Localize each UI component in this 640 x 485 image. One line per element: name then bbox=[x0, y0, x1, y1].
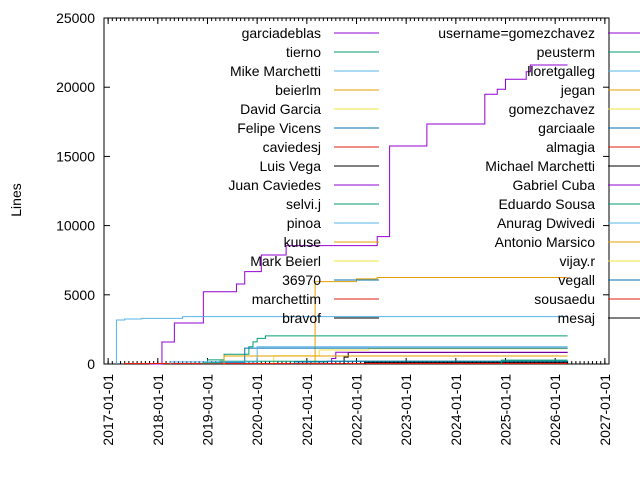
legend-label: selvi.j bbox=[286, 196, 321, 212]
legend-label: Gabriel Cuba bbox=[513, 177, 596, 193]
legend-label: mesaj bbox=[558, 310, 595, 326]
x-tick-label: 2020-01-01 bbox=[249, 374, 265, 446]
x-tick-label: 2022-01-01 bbox=[349, 374, 365, 446]
series-line-peusterm bbox=[500, 359, 568, 364]
legend-label: Eduardo Sousa bbox=[498, 196, 595, 212]
y-tick-label: 20000 bbox=[56, 79, 95, 95]
legend-label: Felipe Vicens bbox=[237, 120, 321, 136]
legend-label: almagia bbox=[546, 139, 595, 155]
legend-label: beierlm bbox=[275, 82, 321, 98]
legend-label: David Garcia bbox=[240, 101, 321, 117]
y-tick-label: 10000 bbox=[56, 218, 95, 234]
legend-label: Juan Caviedes bbox=[228, 177, 321, 193]
y-tick-label: 5000 bbox=[64, 287, 95, 303]
legend-label: vijay.r bbox=[559, 253, 595, 269]
x-tick-label: 2025-01-01 bbox=[498, 374, 514, 446]
series-line-bravof bbox=[364, 361, 568, 364]
legend-label: Antonio Marsico bbox=[495, 234, 596, 250]
legend-label: peusterm bbox=[537, 44, 595, 60]
x-tick-label: 2017-01-01 bbox=[100, 374, 116, 446]
x-tick-label: 2027-01-01 bbox=[597, 374, 613, 446]
legend-label: gomezchavez bbox=[509, 101, 595, 117]
legend-label: marchettim bbox=[252, 291, 321, 307]
x-tick-label: 2018-01-01 bbox=[150, 374, 166, 446]
series-line-mike-marchetti bbox=[115, 316, 568, 364]
x-tick-label: 2024-01-01 bbox=[448, 374, 464, 446]
legend-label: username=gomezchavez bbox=[438, 25, 595, 41]
series-line-36970 bbox=[293, 360, 568, 364]
legend-label: Anurag Dwivedi bbox=[497, 215, 595, 231]
x-tick-label: 2019-01-01 bbox=[199, 374, 215, 446]
legend-label: garciaale bbox=[538, 120, 595, 136]
series-line-beierlm bbox=[314, 277, 568, 364]
legend-label: Luis Vega bbox=[260, 158, 322, 174]
legend-label: sousaedu bbox=[534, 291, 595, 307]
series-line-pinoa bbox=[169, 346, 568, 364]
series-line-juan-caviedes bbox=[331, 351, 568, 364]
y-tick-label: 25000 bbox=[56, 10, 95, 26]
x-tick-label: 2026-01-01 bbox=[547, 374, 563, 446]
legend-label: jegan bbox=[560, 82, 595, 98]
y-tick-label: 0 bbox=[87, 356, 95, 372]
legend: garciadeblas tierno Mike Marchetti beierlm D… bbox=[228, 25, 640, 326]
legend-label: 36970 bbox=[282, 272, 321, 288]
y-axis-label: Lines bbox=[8, 183, 24, 216]
legend-label: bravof bbox=[282, 310, 321, 326]
legend-label: Mark Beierl bbox=[250, 253, 321, 269]
x-tick-label: 2021-01-01 bbox=[299, 374, 315, 446]
legend-label: lloretgalleg bbox=[527, 63, 595, 79]
series-line-garciadeblas bbox=[149, 64, 568, 365]
x-tick-label: 2023-01-01 bbox=[398, 374, 414, 446]
legend-label: vegall bbox=[558, 272, 595, 288]
y-tick-label: 15000 bbox=[56, 148, 95, 164]
legend-label: Michael Marchetti bbox=[485, 158, 595, 174]
legend-label: garciadeblas bbox=[242, 25, 321, 41]
legend-label: pinoa bbox=[287, 215, 321, 231]
legend-label: tierno bbox=[286, 44, 321, 60]
series-line-kuuse bbox=[223, 355, 568, 364]
legend-label: kuuse bbox=[284, 234, 322, 250]
series-line-caviedesj bbox=[124, 362, 568, 364]
plot-area bbox=[115, 64, 568, 365]
legend-label: caviedesj bbox=[263, 139, 321, 155]
legend-label: Mike Marchetti bbox=[230, 63, 321, 79]
